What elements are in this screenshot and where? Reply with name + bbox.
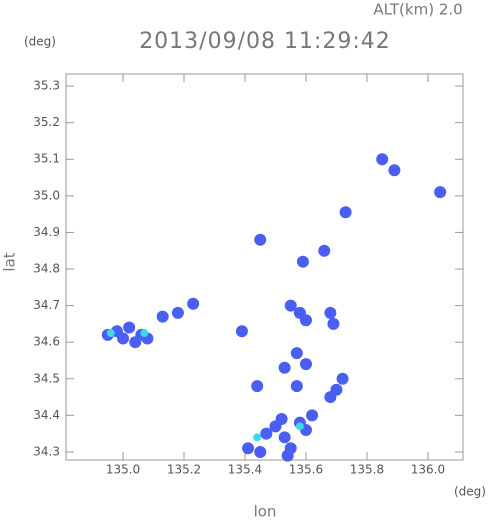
echo-point (296, 255, 309, 268)
echo-point (171, 306, 184, 319)
echo-point (278, 361, 291, 374)
chart-title: 2013/09/08 11:29:42 (139, 29, 391, 54)
x-tick-label: 135.2 (167, 463, 201, 477)
echo-point (242, 442, 255, 455)
echo-point (339, 206, 352, 219)
y-tick-label: 34.4 (33, 408, 60, 422)
x-tick-label: 135.0 (106, 463, 140, 477)
echo-point (129, 336, 142, 349)
y-tick-label: 34.6 (33, 335, 60, 349)
y-tick-label: 35.2 (33, 115, 60, 129)
echo-point (388, 164, 401, 177)
echo-point (336, 372, 349, 385)
echo-point (156, 310, 169, 323)
echo-point (254, 233, 267, 246)
echo-point (299, 314, 312, 327)
y-tick-label: 35.3 (33, 79, 60, 93)
echo-point (187, 297, 200, 310)
echo-point (318, 244, 331, 257)
echo-point (123, 321, 136, 334)
y-unit: (deg) (24, 35, 56, 49)
echo-point (284, 299, 297, 312)
y-tick-label: 34.7 (33, 298, 60, 312)
echo-point (260, 427, 273, 440)
y-axis-label: lat (1, 252, 19, 271)
echo-point (253, 433, 262, 442)
chart-subtitle: ALT(km) 2.0 (373, 1, 462, 19)
echo-point (275, 413, 288, 426)
x-unit: (deg) (454, 485, 486, 499)
echo-point (140, 329, 149, 338)
x-tick-label: 135.4 (228, 463, 262, 477)
echo-point (278, 431, 291, 444)
echo-point (251, 380, 264, 393)
echo-point (299, 358, 312, 371)
y-tick-label: 34.8 (33, 262, 60, 276)
x-tick-label: 136.0 (411, 463, 445, 477)
echo-point (254, 445, 267, 458)
echo-point (324, 391, 337, 404)
y-tick-label: 34.9 (33, 225, 60, 239)
echo-point (306, 409, 319, 422)
echo-point (281, 449, 294, 462)
echo-point (117, 332, 130, 345)
echo-point (235, 325, 248, 338)
echo-point (290, 347, 303, 360)
echo-point (106, 329, 115, 338)
plot-frame (65, 73, 464, 461)
y-tick-label: 35.0 (33, 188, 60, 202)
echo-point (290, 380, 303, 393)
echo-point (327, 317, 340, 330)
y-tick-label: 35.1 (33, 152, 60, 166)
x-tick-label: 135.8 (350, 463, 384, 477)
x-tick-label: 135.6 (289, 463, 323, 477)
echo-point (295, 422, 304, 431)
echo-point (324, 306, 337, 319)
y-tick-label: 34.3 (33, 444, 60, 458)
y-tick-label: 34.5 (33, 371, 60, 385)
echo-point (434, 186, 447, 199)
x-axis-label: lon (254, 503, 277, 521)
echo-point (376, 153, 389, 166)
